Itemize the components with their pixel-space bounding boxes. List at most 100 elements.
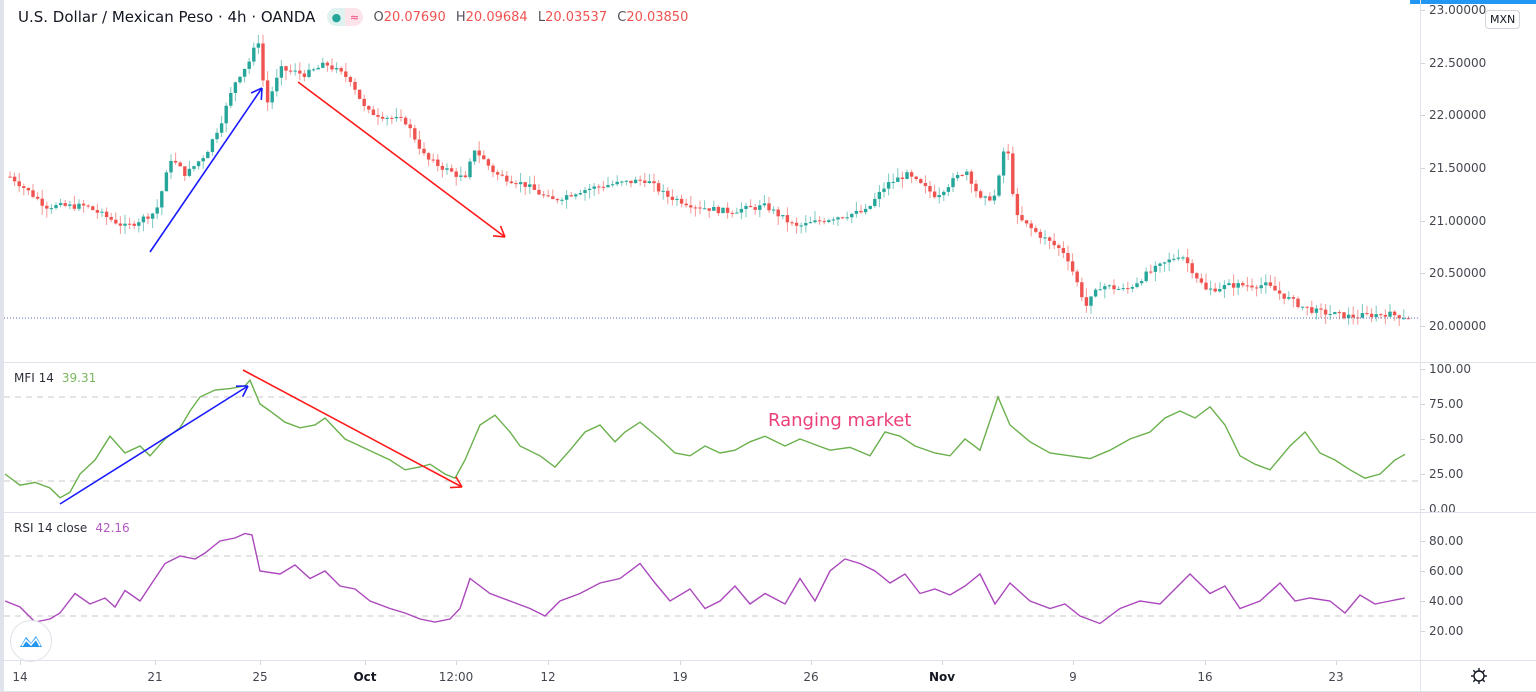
candle-body [785, 215, 790, 223]
downtrend-arrow-head [499, 225, 506, 238]
candle-body [1208, 288, 1213, 290]
candle-body [118, 223, 123, 226]
currency-badge[interactable]: MXN [1485, 10, 1521, 29]
rsi-pane[interactable]: RSI 14 close 42.16 [4, 512, 1420, 661]
mfi-axis[interactable]: 100.00 75.00 50.00 25.00 0.00 [1420, 362, 1536, 516]
candle-body [606, 185, 610, 188]
time-axis[interactable]: 14 21 25 Oct 12:00 12 19 26 Nov 9 16 23 [4, 660, 1420, 692]
rsi-line-chart[interactable] [4, 513, 1420, 661]
axis-tick-mark [1421, 509, 1425, 510]
candle-body [160, 191, 164, 208]
candle-body [376, 115, 380, 117]
candle-body [22, 186, 26, 188]
candle-body [1319, 308, 1323, 310]
candle-body [702, 208, 707, 210]
axis-tick-label: 22.50000 [1429, 55, 1487, 70]
symbol-title[interactable]: U.S. Dollar / Mexican Peso · 4h · OANDA [18, 8, 316, 26]
candle-body [1346, 314, 1351, 319]
candle-body [877, 191, 882, 199]
candle-body [178, 162, 182, 167]
candlestick-chart[interactable] [4, 0, 1420, 362]
axis-tick-mark [1421, 62, 1425, 64]
candle-body [422, 148, 426, 154]
candle-body [675, 198, 679, 200]
time-axis-mark [155, 661, 156, 665]
candle-body [1213, 288, 1217, 292]
market-open-dot-icon: ● [327, 8, 346, 26]
candle-body [8, 176, 12, 178]
mfi-legend[interactable]: MFI 14 39.31 [14, 371, 96, 385]
price-pane[interactable]: U.S. Dollar / Mexican Peso · 4h · OANDA … [4, 0, 1420, 362]
candle-body [1342, 312, 1346, 319]
mfi-pane[interactable]: MFI 14 39.31 [4, 362, 1420, 513]
candle-body [978, 191, 983, 198]
candle-body [923, 183, 928, 186]
candle-body [1388, 311, 1392, 317]
candle-body [1291, 297, 1296, 299]
candle-body [983, 196, 987, 198]
candle-body [399, 116, 403, 118]
candle-body [311, 69, 316, 71]
axis-tick-mark [1421, 273, 1425, 275]
candle-body [666, 190, 670, 197]
candle-body [279, 66, 284, 78]
mfi-line-chart[interactable] [4, 363, 1420, 513]
downtrend-arrow[interactable] [297, 81, 506, 238]
candle-body [109, 217, 113, 220]
candle-body [707, 208, 711, 211]
chart-settings-button[interactable] [1420, 660, 1536, 692]
candle-body [100, 211, 104, 213]
candle-body [132, 223, 136, 226]
candle-body [601, 186, 606, 188]
rsi-legend[interactable]: RSI 14 close 42.16 [14, 521, 130, 535]
axis-tick-mark [1421, 168, 1425, 169]
candle-body [1199, 278, 1204, 283]
axis-tick-mark [1421, 474, 1425, 475]
time-axis-label: 12 [540, 670, 556, 684]
candle-body [909, 172, 914, 177]
mfi-uptrend-arrow[interactable] [59, 385, 249, 505]
candle-body [127, 223, 132, 225]
rsi-axis[interactable]: 80.00 60.00 40.00 20.00 [1420, 512, 1536, 661]
open-label: O [373, 9, 384, 25]
candle-body [1020, 215, 1024, 221]
mfi-downtrend-arrow[interactable] [242, 369, 463, 488]
time-axis-mark [548, 661, 549, 665]
candle-body [72, 204, 77, 209]
uptrend-arrow[interactable] [149, 87, 263, 253]
axis-tick-label: 100.00 [1429, 362, 1471, 376]
low-value: 20.03537 [545, 9, 608, 25]
candle-body [1374, 314, 1378, 318]
axis-tick-label: 50.00 [1429, 432, 1464, 446]
market-status-pill[interactable]: ● ≈ [327, 8, 364, 26]
candle-body [937, 195, 941, 198]
candle-body [367, 106, 371, 110]
tradingview-logo[interactable] [10, 620, 52, 662]
candle-body [1130, 287, 1135, 289]
candle-body [1337, 312, 1342, 314]
candle-body [1093, 289, 1098, 297]
candle-body [1070, 261, 1075, 272]
candle-body [955, 174, 960, 179]
price-axis[interactable]: MXN 23.00000 22.50000 22.00000 21.50000 21.0… [1420, 0, 1536, 362]
time-axis-mark [365, 661, 366, 665]
time-axis-mark [260, 661, 261, 665]
candle-body [942, 191, 946, 196]
candle-body [698, 207, 702, 209]
candle-body [1052, 240, 1056, 246]
time-axis-label: 9 [1069, 670, 1077, 684]
time-axis-label: 21 [147, 670, 163, 684]
axis-tick-label: 20.50000 [1429, 266, 1487, 281]
time-axis-label: Oct [353, 670, 377, 684]
candle-body [468, 161, 472, 178]
axis-tick-mark [1421, 326, 1425, 327]
candle-body [1282, 293, 1286, 299]
candle-body [1397, 315, 1401, 319]
time-axis-mark [1073, 661, 1074, 665]
candle-body [946, 187, 951, 192]
candle-body [1061, 248, 1066, 254]
candle-body [1323, 309, 1328, 315]
candle-body [275, 77, 279, 92]
approx-delay-icon: ≈ [345, 8, 364, 26]
candle-body [40, 198, 44, 206]
